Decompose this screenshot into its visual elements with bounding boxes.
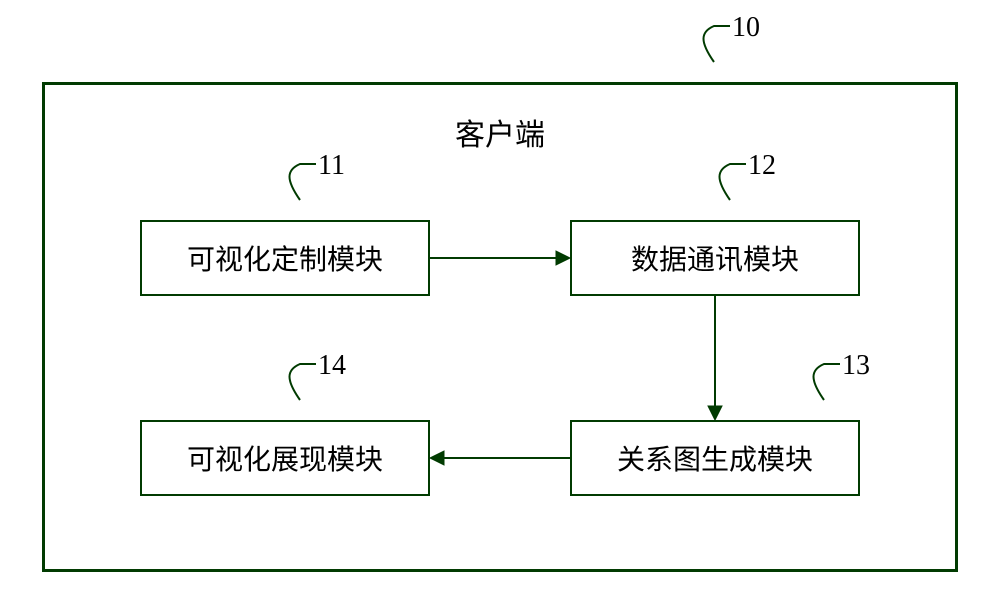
svg-overlay [0, 0, 1000, 607]
diagram-stage: 客户端 10 可视化定制模块 11 数据通讯模块 12 关系图生成模块 13 可… [0, 0, 1000, 607]
